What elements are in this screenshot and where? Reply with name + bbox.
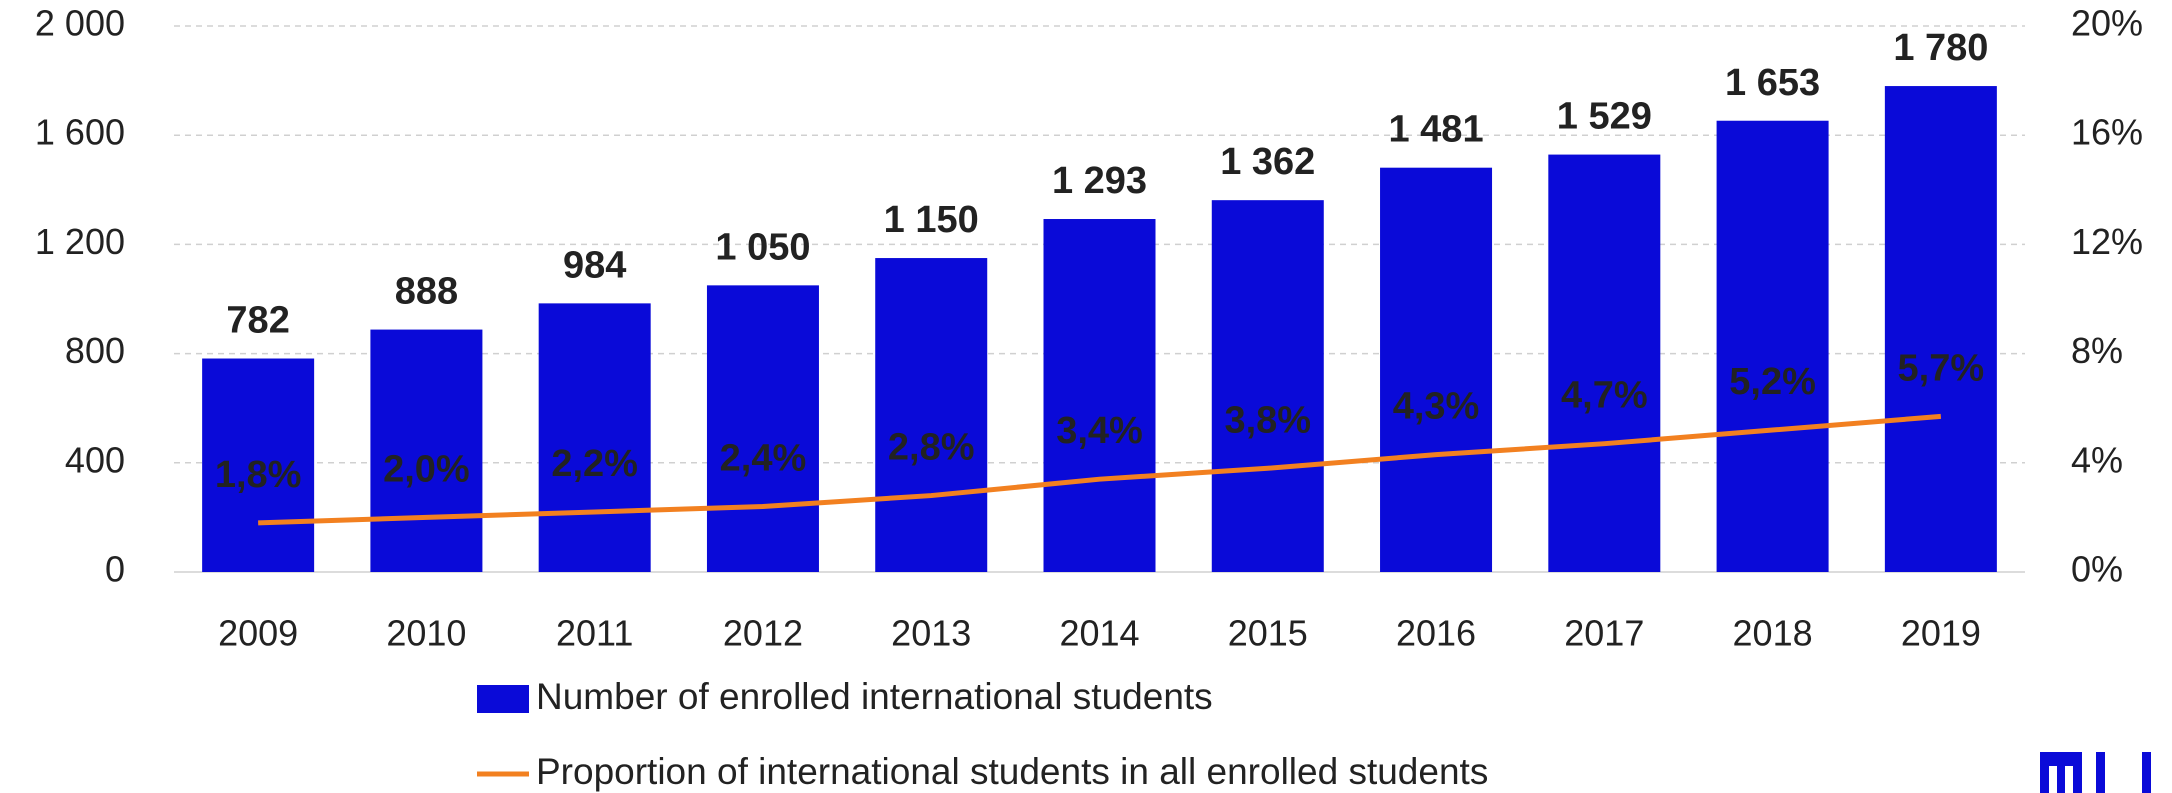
bar-value-label: 782: [226, 300, 289, 342]
bar-value-label: 1 481: [1388, 109, 1483, 151]
line-value-label: 1,8%: [215, 454, 302, 496]
bar: [706, 285, 819, 572]
y-tick-label: 1 600: [35, 112, 125, 153]
bar-value-label: 984: [563, 244, 626, 286]
y2-tick-label: 12%: [2071, 221, 2143, 262]
line-value-label: 2,8%: [888, 427, 975, 469]
x-tick-label: 2016: [1396, 613, 1476, 654]
bar: [370, 329, 483, 572]
bar: [1548, 154, 1661, 572]
bar-value-label: 1 150: [884, 199, 979, 241]
bar-value-label: 888: [395, 271, 458, 313]
x-tick-label: 2019: [1901, 613, 1981, 654]
y2-tick-label: 0%: [2071, 549, 2123, 590]
x-tick-label: 2012: [723, 613, 803, 654]
legend-swatch: [477, 685, 529, 713]
bar: [538, 303, 651, 572]
bar: [202, 358, 315, 572]
logo: [2040, 752, 2151, 793]
line-value-label: 2,2%: [551, 443, 638, 485]
x-tick-label: 2010: [386, 613, 466, 654]
legend-label: Number of enrolled international student…: [536, 676, 1213, 717]
line-value-label: 5,2%: [1729, 361, 1816, 403]
bar: [1716, 120, 1829, 572]
line-value-label: 3,4%: [1056, 410, 1143, 452]
x-tick-label: 2013: [891, 613, 971, 654]
line-value-label: 4,3%: [1393, 386, 1480, 428]
bar: [1380, 167, 1493, 572]
y2-tick-label: 20%: [2071, 3, 2143, 44]
bar-value-label: 1 653: [1725, 62, 1820, 104]
bar-value-label: 1 050: [715, 226, 810, 268]
y2-tick-label: 4%: [2071, 439, 2123, 480]
y-tick-label: 1 200: [35, 221, 125, 262]
y2-tick-label: 8%: [2071, 330, 2123, 371]
x-tick-label: 2015: [1228, 613, 1308, 654]
y-tick-label: 800: [65, 330, 125, 371]
bar-value-label: 1 529: [1557, 96, 1652, 138]
bar: [1043, 219, 1156, 573]
y-tick-label: 0: [105, 549, 125, 590]
line-value-label: 5,7%: [1898, 347, 1985, 389]
bar-value-label: 1 780: [1893, 27, 1988, 69]
line-value-label: 4,7%: [1561, 375, 1648, 417]
line-value-label: 2,4%: [720, 438, 807, 480]
x-tick-label: 2018: [1733, 613, 1813, 654]
bar-value-label: 1 362: [1220, 141, 1315, 183]
y-tick-label: 400: [65, 439, 125, 480]
bar: [875, 258, 988, 572]
y2-tick-label: 16%: [2071, 112, 2143, 153]
line: [258, 413, 1942, 526]
y-tick-label: 2 000: [35, 3, 125, 44]
line-value-label: 2,0%: [383, 448, 470, 490]
x-tick-label: 2014: [1059, 613, 1139, 654]
bar-value-label: 1 293: [1052, 160, 1147, 202]
x-tick-label: 2009: [218, 613, 298, 654]
x-tick-label: 2011: [556, 613, 633, 654]
bar: [1884, 86, 1997, 572]
x-tick-label: 2017: [1564, 613, 1644, 654]
bar: [1211, 200, 1324, 572]
legend-label: Proportion of international students in …: [536, 751, 1488, 792]
line-value-label: 3,8%: [1224, 399, 1311, 441]
